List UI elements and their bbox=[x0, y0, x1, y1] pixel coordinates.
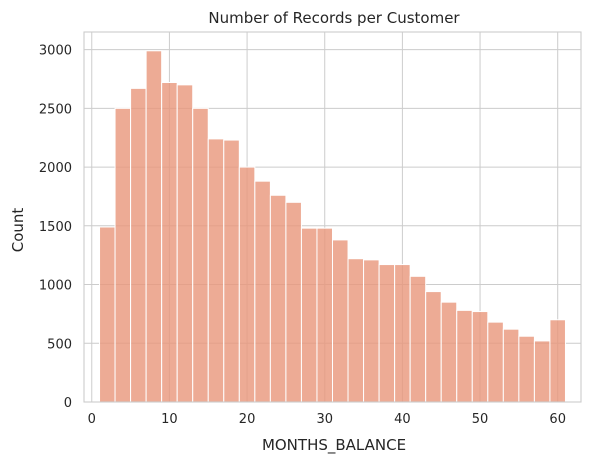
histogram-bar bbox=[440, 301, 458, 403]
histogram-bar bbox=[502, 328, 520, 403]
plot-frame bbox=[83, 31, 582, 403]
histogram-bar bbox=[238, 166, 256, 403]
histogram-bar bbox=[378, 264, 396, 403]
histogram-bar bbox=[176, 84, 194, 403]
x-tick-label: 40 bbox=[394, 412, 411, 427]
y-tick-label: 500 bbox=[47, 337, 72, 352]
spines-layer bbox=[83, 31, 582, 403]
histogram-bar bbox=[254, 180, 271, 403]
histogram-bar bbox=[316, 227, 333, 403]
y-tick-label: 2500 bbox=[39, 102, 72, 117]
histogram-bar bbox=[192, 107, 209, 403]
histogram-bar bbox=[300, 227, 318, 403]
histogram-bar bbox=[409, 275, 427, 403]
y-tick-label: 1500 bbox=[39, 220, 72, 235]
y-axis-label: Count bbox=[9, 208, 27, 253]
histogram-bar bbox=[363, 259, 380, 403]
bars-layer bbox=[99, 50, 566, 403]
y-tick-labels: 0 500 1000 1500 2000 2500 3000 bbox=[39, 44, 72, 411]
histogram-bar bbox=[487, 321, 504, 403]
histogram-bar bbox=[471, 311, 489, 403]
histogram-bar bbox=[269, 194, 287, 403]
histogram-bar bbox=[145, 50, 163, 403]
x-tick-label: 20 bbox=[239, 412, 256, 427]
histogram-bar bbox=[114, 107, 132, 403]
histogram-bar bbox=[223, 139, 240, 403]
histogram-bar bbox=[549, 319, 566, 403]
histogram-bar bbox=[207, 138, 225, 403]
histogram-bar bbox=[161, 82, 178, 403]
histogram-bar bbox=[518, 335, 535, 403]
y-tick-label: 2000 bbox=[39, 161, 72, 176]
histogram-bar bbox=[533, 340, 551, 403]
histogram-bar bbox=[332, 239, 349, 403]
x-tick-labels: 0 10 20 30 40 50 60 bbox=[88, 412, 566, 427]
y-tick-label: 3000 bbox=[39, 44, 72, 59]
histogram-bar bbox=[394, 264, 411, 403]
x-tick-label: 0 bbox=[88, 412, 96, 427]
x-tick-label: 30 bbox=[316, 412, 333, 427]
histogram-bar bbox=[347, 258, 365, 403]
chart-title: Number of Records per Customer bbox=[208, 9, 460, 27]
x-tick-label: 10 bbox=[161, 412, 178, 427]
histogram-bar bbox=[456, 309, 473, 403]
x-tick-label: 60 bbox=[549, 412, 566, 427]
y-tick-label: 1000 bbox=[39, 279, 72, 294]
histogram-bar bbox=[130, 87, 147, 403]
histogram-bar bbox=[425, 291, 442, 403]
histogram-bar bbox=[99, 226, 116, 403]
y-tick-label: 0 bbox=[64, 396, 72, 411]
x-axis-label: MONTHS_BALANCE bbox=[262, 436, 406, 455]
x-tick-label: 50 bbox=[472, 412, 489, 427]
histogram-bar bbox=[285, 201, 302, 403]
